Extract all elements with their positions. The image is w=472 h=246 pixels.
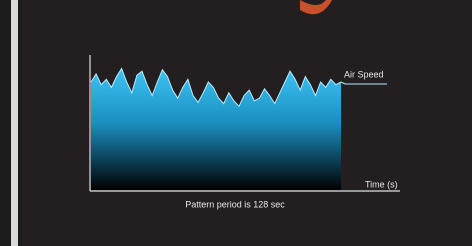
series-label: Air Speed <box>344 69 384 79</box>
screenshot: Time (s) Pattern period is 128 sec Air S… <box>0 0 472 246</box>
x-axis-label: Time (s) <box>365 179 398 189</box>
panel-divider <box>11 0 18 246</box>
caption: Pattern period is 128 sec <box>185 199 285 209</box>
